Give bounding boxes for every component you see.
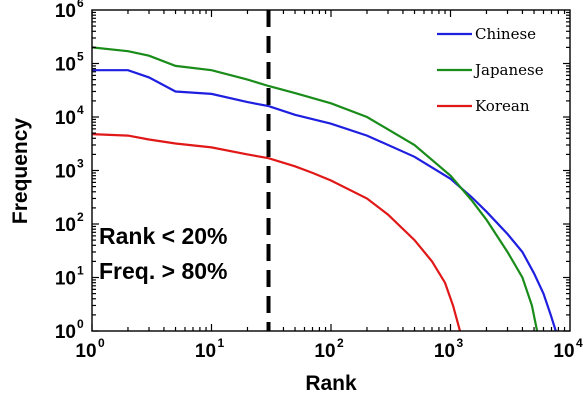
legend-label-chinese: Chinese	[475, 25, 536, 43]
x-tick-exponent: 1	[218, 336, 225, 350]
y-tick-exponent: 3	[77, 157, 84, 171]
y-tick-exponent: 1	[77, 264, 84, 278]
x-tick-label: 10	[314, 341, 335, 362]
series-line-korean	[92, 133, 462, 331]
y-tick-exponent: 6	[77, 0, 84, 10]
y-tick-label: 10	[55, 269, 76, 290]
series-layer	[92, 46, 557, 331]
x-tick-label: 10	[195, 341, 216, 362]
y-tick-exponent: 4	[77, 103, 84, 117]
legend-label-korean: Korean	[475, 97, 530, 115]
y-tick-label: 10	[55, 162, 76, 183]
y-tick-label: 10	[55, 108, 76, 129]
y-tick-label: 10	[55, 215, 76, 236]
y-tick-label: 10	[55, 322, 76, 343]
x-tick-exponent: 0	[98, 336, 105, 350]
legend-label-japanese: Japanese	[473, 61, 544, 79]
tick-marks	[91, 10, 570, 332]
y-tick-exponent: 0	[77, 317, 84, 331]
y-tick-exponent: 5	[77, 50, 84, 64]
x-tick-label: 10	[75, 341, 96, 362]
y-tick-exponent: 2	[77, 210, 84, 224]
x-axis-title: Rank	[305, 372, 357, 395]
y-axis-title: Frequency	[9, 118, 32, 225]
x-tick-label: 10	[434, 341, 455, 362]
annotation-rank: Rank < 20%	[99, 223, 228, 249]
y-tick-label: 10	[55, 1, 76, 22]
x-tick-exponent: 3	[457, 336, 464, 350]
x-tick-exponent: 4	[576, 336, 583, 350]
annotation-freq: Freq. > 80%	[99, 258, 227, 284]
x-tick-exponent: 2	[337, 336, 344, 350]
series-line-chinese	[92, 69, 557, 331]
y-tick-label: 10	[55, 55, 76, 76]
legend: Chinese Japanese Korean	[437, 25, 544, 115]
x-axis-ticks: 10 0 10 1 10 2 10 3 10 4	[75, 336, 583, 362]
series-line-japanese	[92, 46, 539, 331]
x-tick-label: 10	[553, 341, 574, 362]
